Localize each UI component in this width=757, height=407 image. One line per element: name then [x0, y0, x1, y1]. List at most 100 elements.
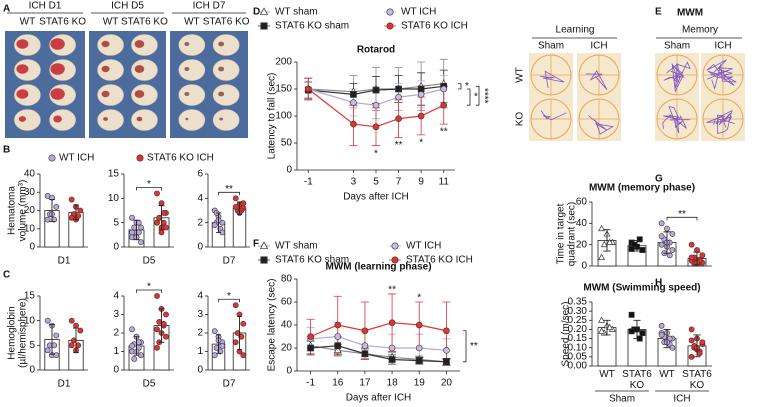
hematoma	[16, 39, 29, 49]
hematoma	[184, 92, 190, 96]
x-axis-title: D7	[223, 379, 236, 390]
significance-label: *	[147, 179, 151, 190]
data-point	[138, 239, 144, 246]
data-point	[361, 350, 369, 358]
data-point	[68, 342, 75, 349]
data-point	[68, 317, 75, 324]
data-point	[350, 99, 357, 106]
data-point	[688, 326, 695, 333]
data-point	[395, 85, 402, 93]
data-point	[600, 240, 608, 248]
error-bar	[73, 327, 79, 354]
data-point	[606, 238, 614, 245]
y-tick-label: 2	[197, 217, 203, 228]
hematoma	[218, 66, 225, 72]
column-label: ICH	[714, 41, 731, 52]
x-tick-label: 7	[396, 177, 402, 188]
brain-slice	[49, 109, 76, 131]
hematoma	[18, 116, 26, 122]
brain-slice	[131, 34, 158, 56]
data-point	[219, 343, 226, 349]
brain-slice	[178, 109, 206, 131]
y-tick-label: 30	[24, 187, 36, 198]
legend-label: WT ICH	[59, 153, 94, 164]
data-point	[138, 224, 144, 231]
hematoma	[101, 40, 110, 48]
data-point	[154, 293, 160, 299]
brain-slice	[178, 84, 206, 106]
hematoma	[134, 90, 145, 98]
data-point	[699, 252, 706, 259]
hematoma	[184, 42, 190, 46]
series-line	[308, 85, 444, 96]
data-point	[443, 346, 450, 354]
legend-marker	[48, 154, 56, 162]
y-tick-label: 40	[281, 320, 293, 331]
hematoma	[16, 64, 29, 74]
y-tick-label: 0.10	[568, 342, 588, 353]
panel-letter: A	[3, 4, 10, 15]
data-point	[696, 350, 703, 357]
x-tick-label: 3	[351, 177, 357, 188]
data-point	[395, 115, 402, 122]
y-axis-title: Hemoglobin	[7, 306, 18, 359]
data-point	[664, 225, 670, 232]
group-label: WT	[184, 17, 200, 28]
data-point	[44, 216, 51, 223]
data-point	[636, 236, 643, 243]
series-line	[308, 88, 444, 106]
error-bar	[693, 334, 701, 358]
data-point	[628, 245, 635, 252]
panel-letter: G	[655, 174, 663, 185]
significance-label: **	[440, 127, 448, 138]
swim-path	[663, 61, 691, 93]
brain-slice	[178, 34, 206, 56]
y-tick-label: 3	[113, 309, 119, 320]
significance-label: ****	[478, 88, 489, 104]
brain-slice	[212, 59, 240, 81]
y-tick-label: 5	[113, 217, 119, 228]
panel-letter: C	[3, 270, 10, 281]
data-point	[639, 330, 646, 337]
data-point	[334, 342, 342, 350]
y-axis-title: Speed (m/sec)	[561, 301, 572, 366]
data-point	[68, 196, 75, 203]
legend-label: STAT6 KO sham	[275, 21, 349, 32]
x-tick-label: 16	[332, 378, 344, 389]
significance-bracket	[136, 187, 162, 191]
error-bar	[663, 231, 671, 254]
y-tick-label: 0.15	[568, 333, 588, 344]
hematoma	[184, 67, 190, 71]
data-point	[350, 91, 357, 98]
legend-label: WT sham	[275, 241, 318, 252]
significance-label: **	[678, 209, 686, 220]
data-point	[307, 333, 314, 340]
y-tick-label: 0	[197, 365, 203, 376]
data-point	[217, 348, 224, 355]
phase-label: Learning	[556, 25, 595, 36]
y-axis-title: (µl/hemisphere)	[18, 298, 29, 368]
significance-label: *	[417, 293, 421, 304]
y-tick-label: 4	[197, 291, 203, 302]
group-label: WT	[20, 17, 36, 28]
data-point	[234, 330, 241, 336]
data-point	[240, 352, 247, 359]
error-bar	[633, 319, 641, 340]
hematoma	[101, 65, 110, 73]
hematoma	[101, 90, 110, 98]
chart-title: MWM (Swimming speed)	[583, 283, 700, 294]
hematoma	[103, 117, 108, 121]
y-tick-label: 4	[197, 193, 203, 204]
data-point	[77, 207, 84, 214]
data-point	[361, 327, 369, 335]
y-tick-label: 20	[576, 239, 588, 250]
data-point	[333, 345, 342, 354]
significance-bracket	[476, 85, 480, 106]
x-axis-title: D5	[143, 379, 156, 390]
data-point	[415, 357, 423, 364]
legend-marker	[136, 154, 144, 162]
data-point	[129, 326, 135, 333]
y-tick-label: 0	[286, 366, 292, 377]
swim-path	[706, 109, 735, 135]
